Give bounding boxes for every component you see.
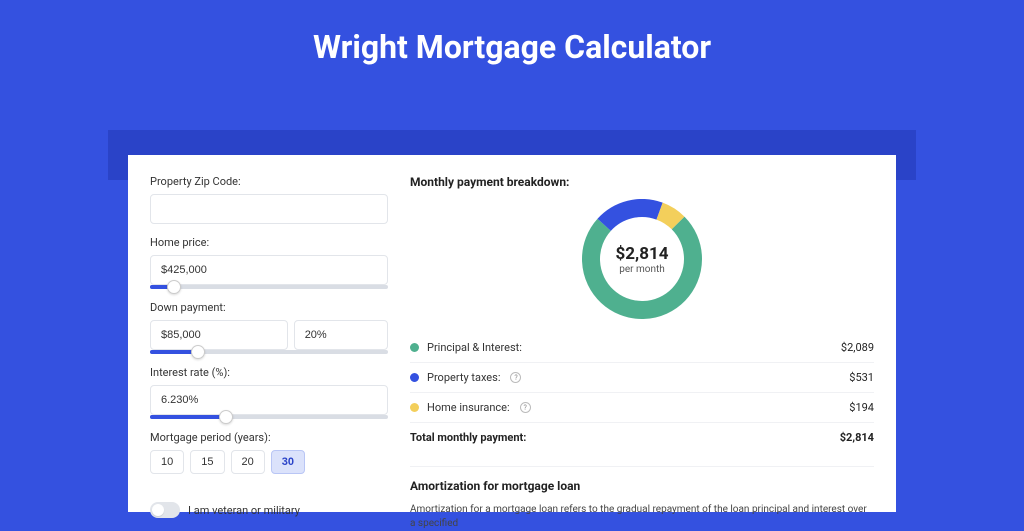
interest-input[interactable] bbox=[150, 385, 388, 415]
legend-rows: Principal & Interest: $2,089 Property taxe… bbox=[410, 333, 874, 422]
donut-amount: $2,814 bbox=[616, 244, 669, 264]
interest-slider-thumb[interactable] bbox=[219, 410, 233, 424]
legend-row: Principal & Interest: $2,089 bbox=[410, 333, 874, 363]
inputs-column: Property Zip Code: Home price: Down paym… bbox=[150, 175, 388, 512]
total-value: $2,814 bbox=[840, 431, 874, 444]
period-button-15[interactable]: 15 bbox=[190, 450, 224, 474]
period-button-30[interactable]: 30 bbox=[271, 450, 305, 474]
breakdown-column: Monthly payment breakdown: $2,814 per mo… bbox=[410, 175, 874, 512]
zip-field-group: Property Zip Code: bbox=[150, 175, 388, 224]
donut-sub: per month bbox=[619, 264, 665, 275]
interest-label: Interest rate (%): bbox=[150, 366, 388, 379]
down-payment-label: Down payment: bbox=[150, 301, 388, 314]
legend-left: Home insurance:? bbox=[410, 401, 531, 414]
period-group: Mortgage period (years): 1015 2030 bbox=[150, 431, 388, 474]
home-price-label: Home price: bbox=[150, 236, 388, 249]
legend-dot bbox=[410, 343, 419, 352]
legend-left: Property taxes:? bbox=[410, 371, 521, 384]
legend-dot bbox=[410, 373, 419, 382]
legend-label: Home insurance: bbox=[427, 401, 510, 414]
zip-label: Property Zip Code: bbox=[150, 175, 388, 188]
calculator-card: Property Zip Code: Home price: Down paym… bbox=[128, 155, 896, 512]
legend-value: $194 bbox=[849, 401, 874, 414]
total-label: Total monthly payment: bbox=[410, 431, 526, 444]
legend-label: Principal & Interest: bbox=[427, 341, 522, 354]
down-payment-slider-thumb[interactable] bbox=[191, 345, 205, 359]
total-row: Total monthly payment: $2,814 bbox=[410, 422, 874, 452]
amortization-title: Amortization for mortgage loan bbox=[410, 479, 874, 493]
down-payment-group: Down payment: bbox=[150, 301, 388, 354]
donut-chart: $2,814 per month bbox=[582, 199, 702, 319]
down-payment-pct-input[interactable] bbox=[294, 320, 388, 350]
legend-value: $531 bbox=[849, 371, 874, 384]
breakdown-title: Monthly payment breakdown: bbox=[410, 175, 874, 189]
info-icon[interactable]: ? bbox=[510, 372, 521, 383]
donut-center: $2,814 per month bbox=[582, 199, 702, 319]
period-button-20[interactable]: 20 bbox=[231, 450, 265, 474]
legend-row: Property taxes:? $531 bbox=[410, 363, 874, 393]
interest-group: Interest rate (%): bbox=[150, 366, 388, 419]
amortization-text: Amortization for a mortgage loan refers … bbox=[410, 503, 874, 531]
legend-label: Property taxes: bbox=[427, 371, 500, 384]
home-price-input[interactable] bbox=[150, 255, 388, 285]
home-price-slider[interactable] bbox=[150, 285, 388, 289]
period-button-row: 1015 2030 bbox=[150, 450, 388, 474]
period-button-10[interactable]: 10 bbox=[150, 450, 184, 474]
veteran-row: I am veteran or military bbox=[150, 502, 388, 518]
home-price-group: Home price: bbox=[150, 236, 388, 289]
page-header: Wright Mortgage Calculator bbox=[0, 0, 1024, 86]
veteran-toggle[interactable] bbox=[150, 502, 180, 518]
donut-wrap: $2,814 per month bbox=[410, 199, 874, 319]
period-label: Mortgage period (years): bbox=[150, 431, 388, 444]
veteran-toggle-thumb bbox=[152, 504, 164, 516]
legend-left: Principal & Interest: bbox=[410, 341, 522, 354]
info-icon[interactable]: ? bbox=[520, 402, 531, 413]
home-price-slider-thumb[interactable] bbox=[167, 280, 181, 294]
zip-input[interactable] bbox=[150, 194, 388, 224]
interest-slider-fill bbox=[150, 415, 226, 419]
legend-dot bbox=[410, 403, 419, 412]
amortization-section: Amortization for mortgage loan Amortizat… bbox=[410, 466, 874, 531]
interest-slider[interactable] bbox=[150, 415, 388, 419]
down-payment-slider[interactable] bbox=[150, 350, 388, 354]
down-payment-input[interactable] bbox=[150, 320, 288, 350]
page-title: Wright Mortgage Calculator bbox=[0, 28, 1024, 66]
legend-row: Home insurance:? $194 bbox=[410, 393, 874, 422]
legend-value: $2,089 bbox=[841, 341, 874, 354]
veteran-label: I am veteran or military bbox=[188, 504, 300, 517]
